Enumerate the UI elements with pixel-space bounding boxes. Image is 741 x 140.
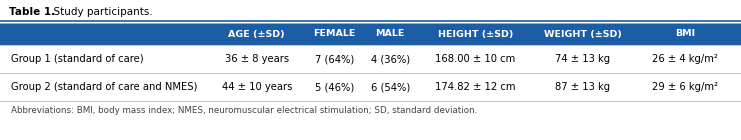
Text: Table 1.: Table 1.: [9, 7, 55, 17]
Text: Abbreviations: BMI, body mass index; NMES, neuromuscular electrical stimulation;: Abbreviations: BMI, body mass index; NME…: [11, 106, 477, 115]
Text: 44 ± 10 years: 44 ± 10 years: [222, 82, 292, 92]
Text: 174.82 ± 12 cm: 174.82 ± 12 cm: [435, 82, 516, 92]
Text: BMI: BMI: [675, 30, 696, 38]
Bar: [0, 45, 741, 73]
Text: HEIGHT (±SD): HEIGHT (±SD): [438, 30, 513, 38]
Text: FEMALE: FEMALE: [313, 30, 356, 38]
Bar: [0, 73, 741, 101]
Text: Study participants.: Study participants.: [47, 7, 153, 17]
Text: 87 ± 13 kg: 87 ± 13 kg: [555, 82, 611, 92]
Text: Group 2 (standard of care and NMES): Group 2 (standard of care and NMES): [11, 82, 197, 92]
Text: 4 (36%): 4 (36%): [370, 54, 410, 64]
Text: 6 (54%): 6 (54%): [370, 82, 410, 92]
Text: 26 ± 4 kg/m²: 26 ± 4 kg/m²: [653, 54, 718, 64]
Text: 74 ± 13 kg: 74 ± 13 kg: [555, 54, 611, 64]
Text: MALE: MALE: [376, 30, 405, 38]
Text: 29 ± 6 kg/m²: 29 ± 6 kg/m²: [652, 82, 719, 92]
Text: Group 1 (standard of care): Group 1 (standard of care): [11, 54, 144, 64]
Bar: [0, 23, 741, 45]
Text: AGE (±SD): AGE (±SD): [228, 30, 285, 38]
Text: 168.00 ± 10 cm: 168.00 ± 10 cm: [435, 54, 516, 64]
Text: 7 (64%): 7 (64%): [315, 54, 354, 64]
Text: 36 ± 8 years: 36 ± 8 years: [225, 54, 289, 64]
Text: 5 (46%): 5 (46%): [315, 82, 354, 92]
Text: WEIGHT (±SD): WEIGHT (±SD): [544, 30, 622, 38]
